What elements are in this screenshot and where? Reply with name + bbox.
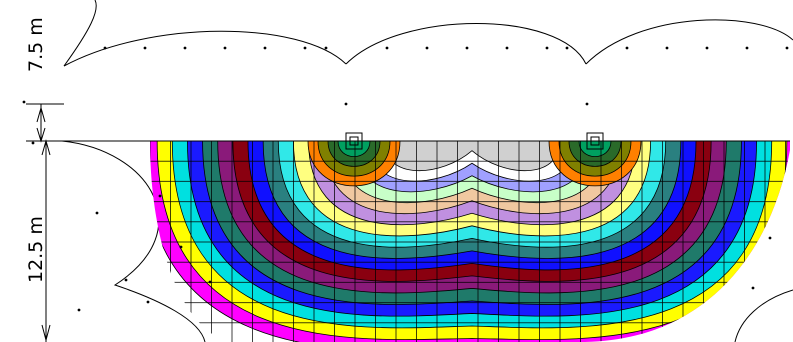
node-dot	[505, 46, 509, 50]
node-dot	[31, 141, 35, 145]
dimension-label-top: 7.5 m	[25, 17, 47, 72]
node-dot	[625, 46, 629, 50]
node-dots	[22, 46, 789, 312]
dim-arrow-lower-bottom	[41, 324, 51, 342]
node-dot	[223, 46, 227, 50]
node-dot	[465, 46, 469, 50]
upper-scallop-2	[63, 30, 347, 67]
node-dot	[545, 46, 549, 50]
node-dot	[22, 100, 26, 104]
right-boundary-arc	[734, 289, 793, 342]
node-dot	[179, 245, 183, 249]
node-dot	[124, 278, 128, 282]
node-dot	[77, 308, 81, 312]
column-marker-inner	[349, 136, 359, 146]
dimension-label-main: 12.5 m	[25, 216, 47, 283]
node-dot	[425, 46, 429, 50]
dim-arrow-upper-bottom	[36, 127, 46, 143]
upper-scallop-1	[63, 0, 97, 67]
node-dot	[705, 46, 709, 50]
contour-band	[383, 141, 561, 172]
node-dot	[768, 236, 772, 240]
node-dot	[324, 46, 328, 50]
left-boundary-arc	[61, 140, 206, 342]
node-dot	[263, 46, 267, 50]
node-dot	[585, 102, 589, 106]
node-dot	[344, 102, 348, 106]
dim-arrow-lower-top	[41, 139, 51, 156]
node-dot	[751, 286, 755, 290]
node-dot	[103, 46, 107, 50]
node-dot	[183, 46, 187, 50]
node-dot	[143, 46, 147, 50]
node-dot	[565, 46, 569, 50]
node-dot	[385, 46, 389, 50]
node-dot	[665, 46, 669, 50]
column-marker-outer	[345, 132, 363, 150]
node-dot	[303, 46, 307, 50]
column-marker-inner	[590, 136, 600, 146]
node-dot	[146, 300, 150, 304]
upper-scallop-4	[585, 19, 793, 65]
node-dot	[745, 46, 749, 50]
node-dot	[158, 194, 162, 198]
column-marker-outer	[586, 132, 604, 150]
dim-arrow-upper-top	[36, 106, 46, 123]
dimension-lines	[26, 103, 64, 342]
outline-arcs	[61, 0, 793, 342]
upper-scallop-3	[345, 23, 587, 65]
node-dot	[785, 46, 789, 50]
node-dot	[208, 280, 212, 284]
column-markers	[345, 132, 604, 150]
node-dot	[95, 211, 99, 215]
